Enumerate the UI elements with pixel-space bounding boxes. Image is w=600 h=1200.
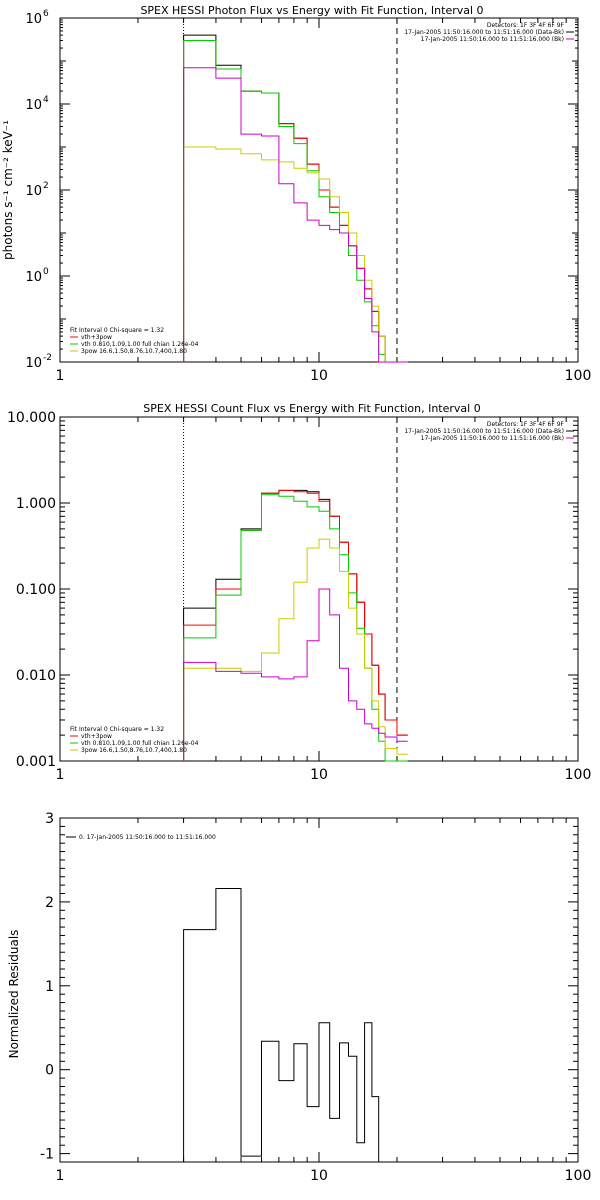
y-tick-label: 2 [45, 895, 54, 911]
legend-entry: 17-Jan-2005 11:50:16.000 to 11:51:16.000… [404, 428, 564, 435]
photon-flux-panel: SPEX HESSI Photon Flux vs Energy with Fi… [1, 4, 591, 384]
legend-entry: vth+3pow [81, 334, 112, 341]
y-tick-label: 10 [25, 184, 42, 199]
legend-entry: Detectors: 1F 3F 4F 6F 9F [487, 421, 565, 428]
residuals-legend-top: 0. 17-Jan-2005 11:50:16.000 to 11:51:16.… [66, 834, 216, 841]
legend-entry: 17-Jan-2005 11:50:16.000 to 11:51:16.000… [421, 435, 564, 442]
y-tick-label: 10 [25, 98, 42, 113]
legend-entry: 3pow 16.6,1.50,8.76,10.7,400,1.80 [81, 747, 187, 754]
series-line [183, 34, 408, 363]
series-line [183, 40, 408, 363]
y-tick-label: 10 [25, 356, 42, 371]
series-line [183, 888, 380, 1162]
series-line [183, 146, 408, 363]
series-line [183, 67, 408, 363]
y-tick-label: 0.001 [16, 754, 56, 770]
legend-entry: 3pow 16.6,1.50,8.76,10.7,400,1.80 [81, 348, 187, 355]
legend-entry: Detectors: 1F 3F 4F 6F 9F [487, 22, 565, 29]
y-tick-label: 0.100 [16, 582, 56, 598]
x-tick-label: 1 [56, 1168, 65, 1184]
photon-flux-y-axis-label: photons s⁻¹ cm⁻² keV⁻¹ [1, 120, 15, 260]
series-line [183, 489, 408, 761]
count-flux-panel: SPEX HESSI Count Flux vs Energy with Fit… [7, 402, 591, 783]
count-flux-title: SPEX HESSI Count Flux vs Energy with Fit… [143, 402, 480, 415]
y-tick-label: 3 [45, 811, 54, 827]
y-tick-label: 10.000 [7, 410, 56, 426]
series-line [183, 538, 408, 761]
y-tick-exponent: 2 [43, 181, 49, 191]
series-line [183, 40, 408, 363]
x-tick-label: 1 [56, 368, 65, 384]
series-line [183, 489, 408, 761]
y-tick-label: 10 [25, 12, 42, 27]
count-flux-ticks: 1 10 100 10.000 1.000 0.100 0.010 0.001 [7, 410, 591, 783]
legend-entry: vth 0.810,1.09,1.00 full chian 1.26e-04 [81, 740, 199, 747]
y-tick-label: 1.000 [16, 496, 56, 512]
x-tick-label: 1 [56, 767, 65, 783]
y-tick-label: 1 [45, 979, 54, 995]
y-tick-label: -1 [40, 1147, 54, 1163]
legend-entry: Fit Interval 0 Chi-square = 1.32 [70, 327, 164, 334]
legend-entry: 17-Jan-2005 11:50:16.000 to 11:51:16.000… [421, 36, 564, 43]
x-tick-label: 100 [565, 1168, 592, 1184]
x-tick-label: 100 [565, 368, 592, 384]
x-tick-label: 10 [310, 767, 328, 783]
y-tick-exponent: 6 [43, 9, 49, 19]
residuals-panel: Normalized Residuals 1 10 100 -1 0 1 2 3 0. 17-… [7, 811, 591, 1184]
residuals-plot-frame [59, 817, 579, 1163]
count-flux-series [183, 417, 408, 762]
legend-entry: 17-Jan-2005 11:50:16.000 to 11:51:16.000… [404, 29, 564, 36]
count-flux-legend-bottom: Fit Interval 0 Chi-square = 1.32vth+3pow… [70, 726, 199, 754]
photon-flux-legend-bottom: Fit Interval 0 Chi-square = 1.32vth+3pow… [70, 327, 199, 355]
y-tick-label: 10 [25, 270, 42, 285]
y-tick-exponent: -2 [43, 353, 52, 363]
residuals-y-axis-label: Normalized Residuals [7, 930, 21, 1059]
x-tick-label: 100 [565, 767, 592, 783]
legend-entry: vth+3pow [81, 733, 112, 740]
photon-flux-title: SPEX HESSI Photon Flux vs Energy with Fi… [140, 4, 483, 17]
y-tick-label: 0.010 [16, 668, 56, 684]
residuals-series [183, 888, 380, 1162]
legend-entry: 0. 17-Jan-2005 11:50:16.000 to 11:51:16.… [79, 834, 216, 841]
residuals-ticks: 1 10 100 -1 0 1 2 3 [40, 811, 591, 1184]
y-tick-exponent: 4 [43, 95, 49, 105]
legend-entry: vth 0.810,1.09,1.00 full chian 1.26e-04 [81, 341, 199, 348]
y-tick-exponent: 0 [43, 267, 49, 277]
series-line [183, 494, 408, 762]
x-tick-label: 10 [310, 368, 328, 384]
series-line [183, 588, 408, 761]
legend-entry: Fit Interval 0 Chi-square = 1.32 [70, 726, 164, 733]
x-tick-label: 10 [310, 1168, 328, 1184]
photon-flux-series [183, 18, 408, 363]
y-tick-label: 0 [45, 1063, 54, 1079]
